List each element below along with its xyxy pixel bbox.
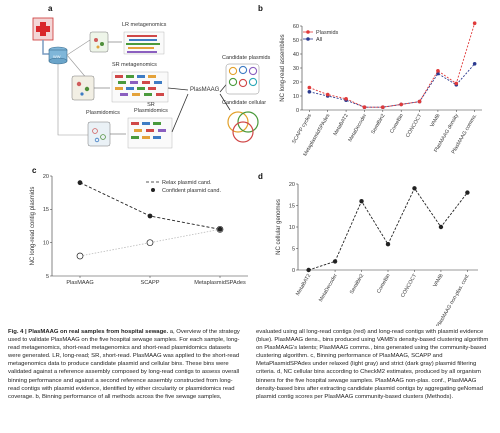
data-point-cellular [412,186,417,191]
series-line-cellular [308,187,468,271]
legend-marker-confident [151,188,155,192]
x-tick-label: VAMB [429,113,442,129]
x-tick-label: SemiBin2 [349,273,365,295]
x-tick-label: VAMB [432,273,445,289]
x-tick-label: SCAPP [141,280,160,286]
data-point-cellular [359,199,364,204]
legend-label-all: All [316,37,322,43]
caption-body: a, Overview of the strategy used to vali… [8,329,489,400]
data-point-confident [217,226,223,232]
sr-plasmidomics-label: SR Plasmidomics [134,102,168,114]
data-point-cellular [385,242,391,247]
y-axis-label: NC long-read assemblies [280,34,286,101]
x-tick-label: MetaBAT2 [295,273,312,297]
chart-d: 0 5 10 15 20 MetaBAT2 MetaDecoder SemiBin2 ComeB… [276,182,478,326]
y-tick-label: 5 [46,274,49,280]
candidate-plasmids-icon [225,63,260,95]
data-point-plasmids [436,69,440,73]
sr-sample-icon [71,75,95,101]
data-point-plasmids [399,102,403,107]
y-axis-label: NC long-read contig plasmids [30,187,36,266]
data-point-plasmids [307,85,312,90]
ww-label: WW [53,54,61,59]
x-tick-label: PlasMAAG [66,280,93,286]
data-point-confident [77,180,83,186]
y-tick-label: 15 [289,203,295,209]
data-point-relax [146,239,154,247]
x-tick-label: CONCOCT [405,112,424,138]
y-tick-label: 10 [293,94,299,100]
candidate-plasmids-label: Candidate plasmids [222,55,271,61]
data-point-plasmids [344,97,348,101]
y-tick-label: 30 [293,66,299,72]
data-point-plasmids [472,21,477,25]
x-tick-label: MetaBAT2 [333,113,350,137]
panel-d-letter: d [258,172,263,181]
data-point-cellular [438,224,444,230]
x-tick-label: ComeBin [389,113,405,135]
x-tick-label: MetaDecoder [347,113,368,143]
lr-sample-icon [89,31,109,53]
sr-metagenomics-label: SR metagenomics [112,62,157,68]
data-point-plasmids [417,99,422,104]
sr-plasmidomics-reads-icon [127,117,173,149]
data-point-plasmids [325,92,330,97]
x-tick-label: ComeBin [376,273,392,295]
legend-label-confident: Confident plasmid cand. [162,188,221,194]
legend-label-relax: Relax plasmid cand. [162,180,212,186]
lr-reads-icon [123,31,165,55]
y-tick-label: 10 [43,240,49,246]
data-point-cellular [465,190,470,195]
wastewater-barrel-icon [48,46,68,65]
x-tick-label: MetaplasmidSPAdes [194,280,246,286]
y-tick-label: 0 [296,108,299,114]
legend-label-plasmids: Plasmids [316,30,339,36]
plasmidomics-sample-icon [87,121,111,147]
panel-a-schematic: LR metagenomics SR metagenomics Plasmido… [30,10,270,162]
y-axis-label: NC cellular genomes [276,199,282,255]
y-tick-label: 40 [293,52,299,58]
data-point-plasmids [381,105,385,109]
data-point-relax [76,252,84,260]
plasmaag-label: PlasMAAG [190,87,220,93]
y-tick-label: 50 [293,38,299,44]
sr-reads-icon [111,71,169,103]
series-line-all [309,63,475,108]
plasmidomics-label: Plasmidomics [86,110,120,116]
y-tick-label: 10 [289,225,295,231]
hospital-icon [32,17,54,41]
x-tick-label: MetaDecoder [318,273,339,303]
y-tick-label: 0 [292,268,295,274]
data-point-cellular [332,259,338,264]
x-tick-label: SemiBin2 [370,113,386,135]
candidate-cellular-icon [227,111,259,143]
y-tick-label: 20 [43,174,49,180]
data-point-plasmids [362,105,367,109]
series-line-plasmids [309,23,476,108]
y-tick-label: 20 [293,80,299,86]
y-tick-label: 20 [289,182,295,188]
figure-caption: Fig. 4 | PlasMAAG on real samples from h… [8,328,492,428]
x-tick-label: CONCOCT [400,272,419,298]
schematic-svg [32,17,260,149]
panel-b-letter: b [258,4,263,13]
y-tick-label: 5 [292,246,295,252]
y-tick-label: 60 [293,24,299,30]
data-point-confident [147,213,153,219]
candidate-cellular-label: Candidate cellular [222,100,267,106]
data-point-all [472,62,477,66]
data-point-cellular [306,267,311,273]
lr-metagenomics-label: LR metagenomics [122,22,167,28]
caption-title: Fig. 4 | PlasMAAG on real samples from h… [8,329,169,335]
data-point-all [307,90,312,94]
panel-a-letter: a [48,4,53,13]
data-point-plasmids [454,81,459,86]
panel-c-letter: c [32,166,37,175]
chart-c: 5 10 15 20 PlasMAAG SCAPP MetaplasmidSPAdes NC … [30,174,248,286]
y-tick-label: 15 [43,207,49,213]
